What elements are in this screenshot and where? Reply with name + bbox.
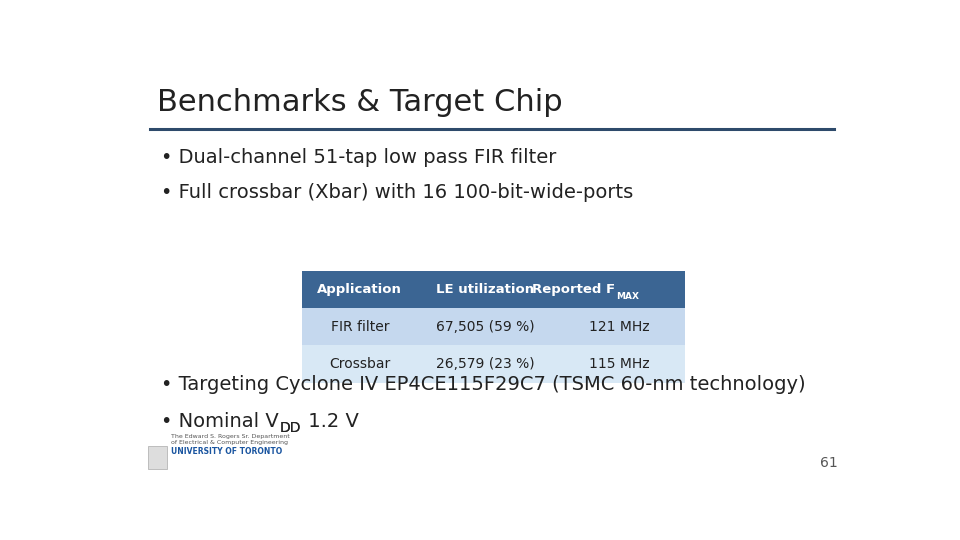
Text: 121 MHz: 121 MHz — [589, 320, 650, 334]
FancyBboxPatch shape — [302, 346, 418, 383]
Text: DD: DD — [279, 421, 300, 435]
FancyBboxPatch shape — [418, 346, 553, 383]
Text: 1.2 V: 1.2 V — [301, 412, 358, 431]
Text: 61: 61 — [820, 456, 838, 470]
Text: DD: DD — [279, 421, 300, 435]
Text: • Full crossbar (Xbar) with 16 100-bit-wide-ports: • Full crossbar (Xbar) with 16 100-bit-w… — [161, 183, 634, 202]
Text: • Nominal V: • Nominal V — [161, 412, 278, 431]
Text: 26,579 (23 %): 26,579 (23 %) — [436, 357, 535, 371]
Text: Application: Application — [318, 283, 402, 296]
Text: 67,505 (59 %): 67,505 (59 %) — [436, 320, 535, 334]
Text: MAX: MAX — [616, 292, 639, 301]
Text: The Edward S. Rogers Sr. Department
of Electrical & Computer Engineering: The Edward S. Rogers Sr. Department of E… — [171, 435, 289, 446]
FancyBboxPatch shape — [553, 271, 685, 308]
FancyBboxPatch shape — [418, 271, 553, 308]
FancyBboxPatch shape — [553, 346, 685, 383]
Text: UNIVERSITY OF TORONTO: UNIVERSITY OF TORONTO — [171, 448, 282, 456]
FancyBboxPatch shape — [418, 308, 553, 346]
Text: FIR filter: FIR filter — [330, 320, 389, 334]
FancyBboxPatch shape — [553, 308, 685, 346]
Text: LE utilization: LE utilization — [436, 283, 535, 296]
Text: Benchmarks & Target Chip: Benchmarks & Target Chip — [157, 87, 563, 117]
FancyBboxPatch shape — [302, 308, 418, 346]
Text: 115 MHz: 115 MHz — [589, 357, 650, 371]
FancyBboxPatch shape — [148, 446, 167, 469]
Text: • Targeting Cyclone IV EP4CE115F29C7 (TSMC 60-nm technology): • Targeting Cyclone IV EP4CE115F29C7 (TS… — [161, 375, 805, 394]
Text: • Dual-channel 51-tap low pass FIR filter: • Dual-channel 51-tap low pass FIR filte… — [161, 148, 556, 167]
Text: Crossbar: Crossbar — [329, 357, 391, 371]
Text: Reported F: Reported F — [533, 283, 615, 296]
FancyBboxPatch shape — [302, 271, 418, 308]
